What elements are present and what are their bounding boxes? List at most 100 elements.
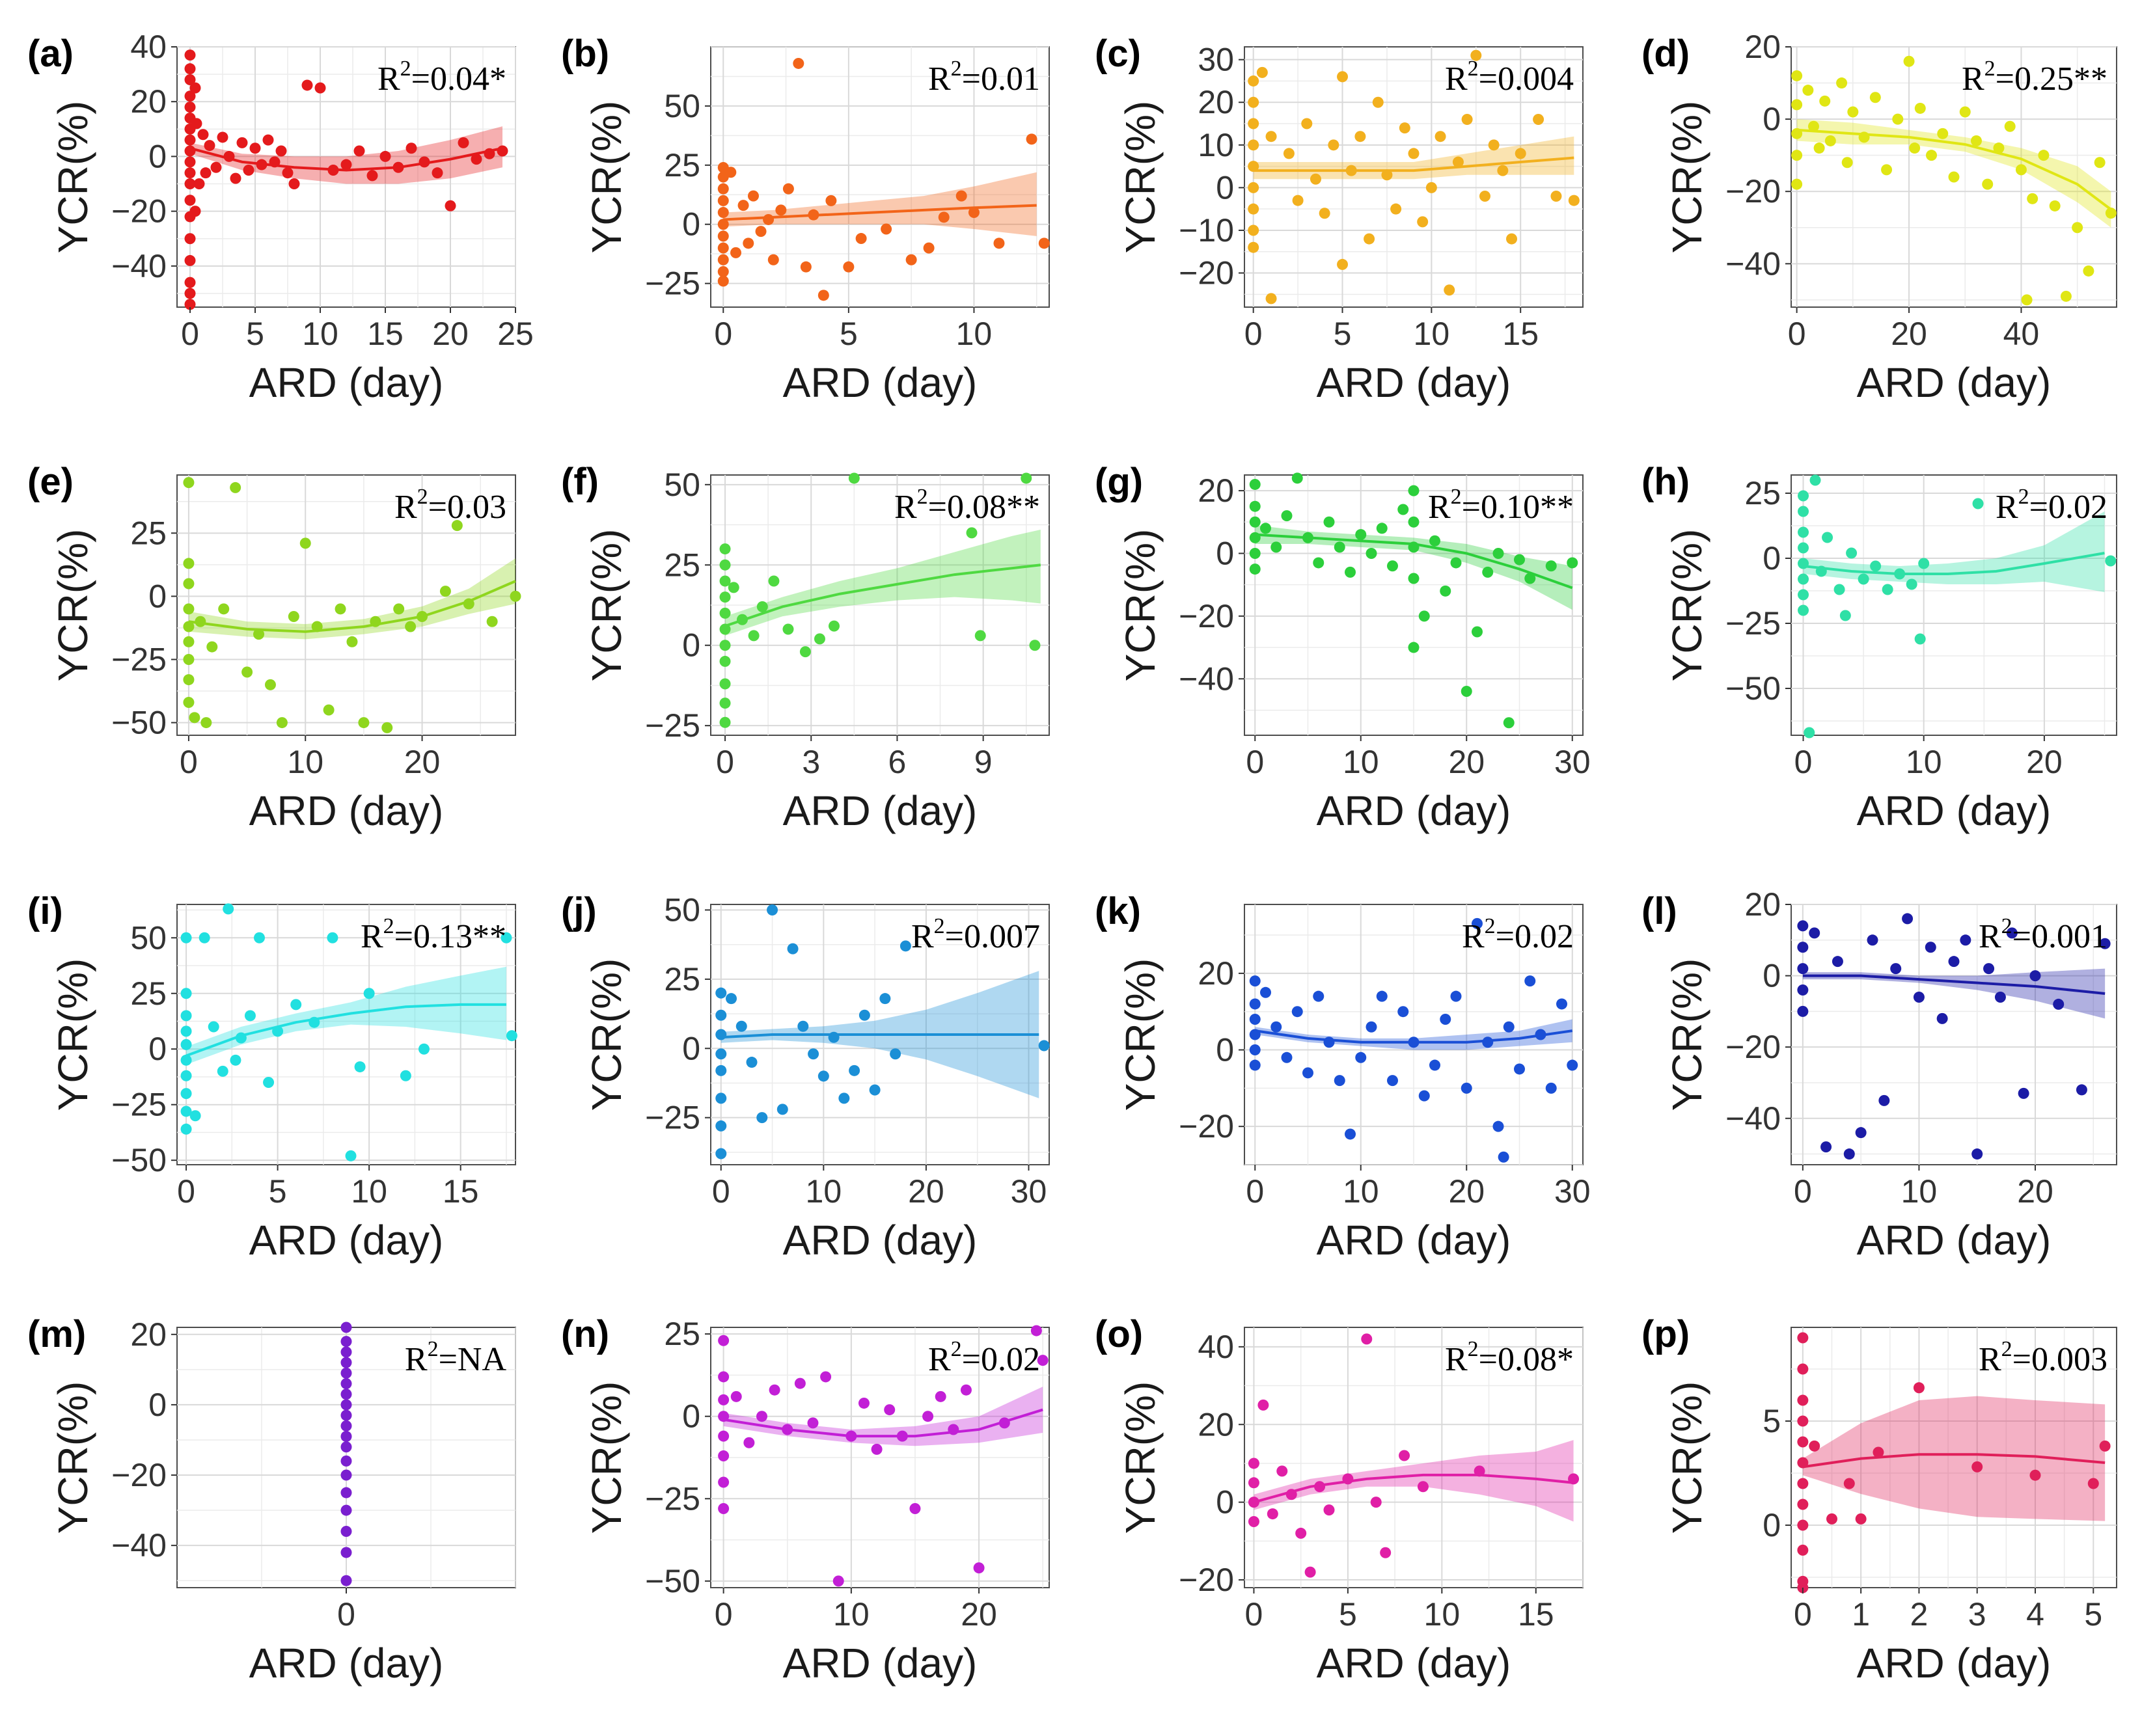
data-point xyxy=(1408,148,1420,159)
data-point xyxy=(1249,975,1261,987)
data-point xyxy=(323,704,335,716)
data-point xyxy=(1798,573,1809,585)
data-point xyxy=(262,134,274,146)
x-tick-label: 10 xyxy=(302,316,338,352)
fit-line xyxy=(721,1033,1039,1039)
data-point xyxy=(715,1009,727,1021)
x-axis-label: ARD (day) xyxy=(1857,787,2052,834)
data-point xyxy=(1797,1499,1809,1510)
data-point xyxy=(1472,917,1483,929)
y-tick-label: −20 xyxy=(1179,255,1234,292)
x-tick-label: 10 xyxy=(287,744,323,780)
data-point xyxy=(340,1322,352,1333)
data-point xyxy=(728,582,739,593)
data-point xyxy=(715,1065,727,1076)
confidence-band xyxy=(1802,1396,2106,1521)
x-axis-label: ARD (day) xyxy=(783,1640,978,1687)
data-point xyxy=(345,1150,357,1161)
data-point xyxy=(471,154,482,165)
y-tick-label: −20 xyxy=(1725,173,1781,210)
data-point xyxy=(1514,1063,1525,1075)
x-tick-label: 5 xyxy=(840,316,858,352)
data-point xyxy=(1408,573,1420,584)
data-point xyxy=(1323,516,1335,528)
data-point xyxy=(183,621,195,632)
data-point xyxy=(180,1010,192,1022)
data-point xyxy=(1337,71,1349,83)
x-tick-label: 10 xyxy=(1343,744,1379,780)
grid xyxy=(1791,475,2117,735)
data-point xyxy=(794,1377,806,1389)
data-point xyxy=(354,1061,366,1073)
scatter-points xyxy=(1797,913,2111,1160)
data-point xyxy=(948,1424,959,1435)
data-point xyxy=(275,145,287,157)
data-point xyxy=(1418,1090,1430,1102)
data-point xyxy=(719,543,731,555)
y-axis-label: YCR(%) xyxy=(1664,1381,1710,1534)
data-point xyxy=(184,167,196,179)
data-point xyxy=(1248,182,1259,193)
panel-b: 0 5 10 −25 0 25 50 ARD (day) YCR(%) (b) R2=0.01 xyxy=(561,33,1050,406)
y-tick-label: 40 xyxy=(130,29,167,65)
y-tick-label: −20 xyxy=(1179,1562,1234,1598)
panel-g: 0 10 20 30 −40 −20 0 20 ARD (day) YCR(%) (g) R2=0.1… xyxy=(1095,461,1591,834)
fit-line xyxy=(1796,128,2112,211)
panel-f: 0 3 6 9 −25 0 25 50 ARD (day) YCR(%) (f) R2=0.08** xyxy=(561,461,1050,834)
data-point xyxy=(1798,526,1809,538)
data-point xyxy=(1503,1021,1515,1033)
data-point xyxy=(1345,566,1356,578)
data-point xyxy=(719,623,731,635)
data-point xyxy=(501,932,512,943)
data-point xyxy=(1909,142,1921,154)
y-tick-label: −40 xyxy=(1725,1100,1781,1137)
x-tick-label: 0 xyxy=(1788,316,1806,352)
x-tick-label: 6 xyxy=(888,744,907,780)
y-tick-label: 20 xyxy=(1198,472,1234,509)
x-axis-label: ARD (day) xyxy=(1857,1640,2052,1687)
y-tick-label: −40 xyxy=(1725,245,1781,282)
data-point xyxy=(1488,139,1500,151)
data-point xyxy=(993,237,1005,249)
x-tick-label: 20 xyxy=(1448,1173,1485,1210)
data-point xyxy=(1450,990,1462,1002)
data-point xyxy=(1482,1037,1494,1048)
y-tick-label: −20 xyxy=(111,1457,167,1493)
data-point xyxy=(1913,1382,1925,1394)
data-point xyxy=(718,1450,730,1461)
y-tick-label: −20 xyxy=(1179,1108,1234,1145)
y-tick-label: 20 xyxy=(1198,1406,1234,1443)
data-point xyxy=(879,993,891,1005)
data-point xyxy=(405,621,417,632)
data-point xyxy=(405,142,417,154)
data-point xyxy=(1418,610,1430,622)
fit-line xyxy=(724,563,1041,627)
x-tick-label: 30 xyxy=(1554,744,1591,780)
data-point xyxy=(184,288,196,299)
x-axis-label: ARD (day) xyxy=(1857,359,2052,406)
y-tick-label: 0 xyxy=(682,206,700,243)
plot-frame xyxy=(176,904,516,1165)
data-point xyxy=(1826,1513,1837,1525)
data-point xyxy=(340,1367,352,1379)
data-point xyxy=(1355,529,1367,541)
y-tick-label: 50 xyxy=(130,919,167,956)
confidence-band xyxy=(188,558,515,640)
data-point xyxy=(2021,294,2033,306)
data-point xyxy=(1248,241,1259,253)
data-point xyxy=(230,172,241,184)
data-point xyxy=(183,603,195,615)
data-point xyxy=(808,209,819,221)
data-point xyxy=(184,134,196,146)
x-tick-label: 20 xyxy=(432,316,469,352)
data-point xyxy=(1292,195,1304,206)
plot-frame xyxy=(1791,904,2117,1165)
data-point xyxy=(1267,1508,1278,1520)
x-tick-label: 20 xyxy=(961,1596,997,1633)
data-point xyxy=(2027,193,2038,204)
data-point xyxy=(1959,106,1971,118)
data-point xyxy=(340,1346,352,1358)
y-tick-label: 25 xyxy=(130,975,167,1012)
data-point xyxy=(184,145,196,157)
data-point xyxy=(309,1016,320,1028)
